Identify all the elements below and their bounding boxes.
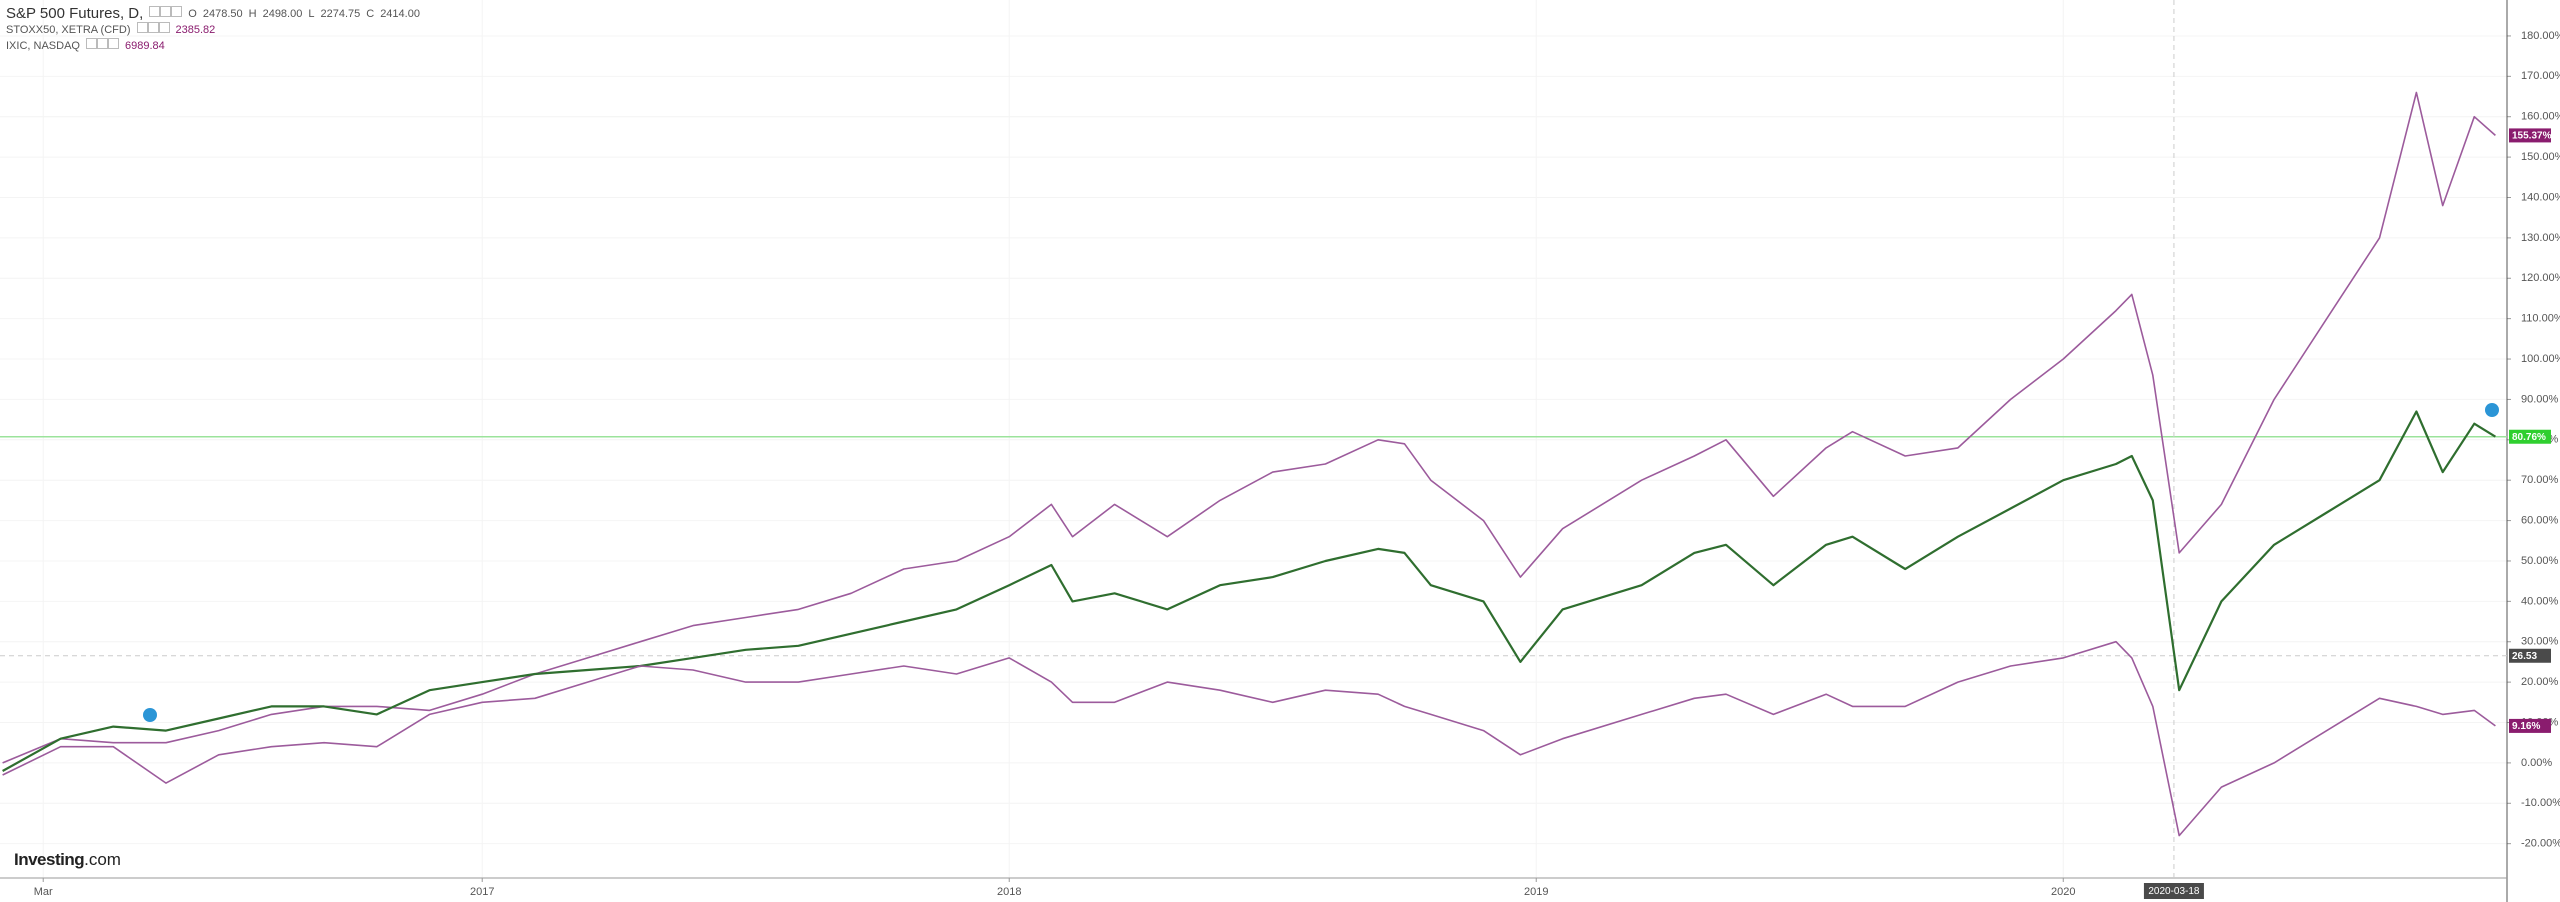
y-tick-label: 180.00% — [2521, 30, 2560, 42]
last-value-tag: 9.16% — [2509, 718, 2551, 733]
watermark-brand: Investing — [14, 850, 85, 869]
legend-field-label: C — [366, 8, 375, 20]
y-tick-label: 120.00% — [2521, 272, 2560, 284]
y-tick-label: 140.00% — [2521, 191, 2560, 203]
legend-controls — [149, 6, 183, 22]
legend-button — [136, 22, 148, 33]
legend-field-value: 2414.00 — [380, 8, 420, 20]
y-tick-label: 60.00% — [2521, 514, 2559, 526]
y-tick-label: 100.00% — [2521, 353, 2560, 365]
x-tick-label: 2018 — [997, 886, 1021, 898]
x-tick-label: 2017 — [470, 886, 494, 898]
legend-controls — [136, 22, 170, 38]
last-value-tag: 80.76% — [2509, 429, 2551, 444]
legend-field-value: 2274.75 — [320, 8, 361, 20]
crosshair-y-tag: 26.53 — [2509, 648, 2551, 663]
y-tick-label: 90.00% — [2521, 393, 2559, 405]
event-marker — [2485, 403, 2499, 417]
legend-field-value: 2478.50 — [202, 8, 243, 20]
legend-button — [160, 6, 172, 17]
last-value-tag-text: 155.37% — [2512, 131, 2552, 142]
crosshair-x-tag: 2020-03-18 — [2143, 883, 2204, 899]
event-marker — [143, 708, 157, 722]
y-tick-label: 0.00% — [2521, 757, 2552, 769]
legend-button — [147, 22, 159, 33]
y-tick-label: 150.00% — [2521, 151, 2560, 163]
legend-field-label: L — [308, 8, 315, 20]
y-tick-label: 110.00% — [2521, 313, 2560, 325]
y-tick-label: 70.00% — [2521, 474, 2559, 486]
last-value-tag-box — [2509, 718, 2551, 733]
legend-button — [107, 38, 119, 49]
watermark: Investing.com — [14, 850, 121, 870]
last-value-tag-box — [2509, 429, 2551, 444]
x-tick-label: Mar — [34, 886, 53, 898]
series-line — [2, 640, 2496, 837]
last-value-tag: 155.37% — [2509, 128, 2552, 143]
legend-field-value: 2498.00 — [262, 8, 303, 20]
legend-button — [85, 38, 97, 49]
legend-name: S&P 500 Futures, D, — [6, 5, 144, 22]
y-tick-label: 130.00% — [2521, 232, 2560, 244]
y-tick-label: 170.00% — [2521, 70, 2560, 82]
crosshair-x-tag-text: 2020-03-18 — [2148, 886, 2200, 897]
legend-name: IXIC, NASDAQ — [6, 40, 80, 52]
legend-name: STOXX50, XETRA (CFD) — [6, 24, 131, 36]
legend-field-label: H — [248, 8, 257, 20]
watermark-suffix: .com — [84, 850, 121, 869]
last-value-tag-text: 80.76% — [2512, 432, 2546, 443]
legend-field-value: 2385.82 — [175, 24, 216, 36]
legend-button — [149, 6, 161, 17]
legend-row: IXIC, NASDAQ 6989.84 — [6, 38, 420, 54]
legend-controls — [85, 38, 119, 54]
x-tick-label: 2019 — [1524, 886, 1548, 898]
y-tick-label: -10.00% — [2521, 797, 2560, 809]
legend-row: STOXX50, XETRA (CFD) 2385.82 — [6, 22, 420, 38]
legend-field-value: 6989.84 — [124, 40, 165, 52]
y-tick-label: 40.00% — [2521, 595, 2559, 607]
crosshair-y-tag-box — [2509, 648, 2551, 663]
last-value-tag-text: 9.16% — [2512, 721, 2540, 732]
y-tick-label: -20.00% — [2521, 838, 2560, 850]
legend-button — [158, 22, 170, 33]
legend-row: S&P 500 Futures, D, O 2478.50 H 2498.00 L 2274… — [6, 6, 420, 22]
y-tick-label: 160.00% — [2521, 111, 2560, 123]
crosshair-x-tag-box — [2143, 883, 2204, 899]
y-tick-label: 20.00% — [2521, 676, 2559, 688]
last-value-tag-box — [2509, 128, 2551, 143]
x-tick-label: 2020 — [2051, 886, 2075, 898]
legend-field-label: O — [188, 8, 197, 20]
legend-button — [96, 38, 108, 49]
series-line — [2, 91, 2496, 764]
crosshair-y-tag-text: 26.53 — [2512, 651, 2537, 662]
legend-button — [171, 6, 183, 17]
legend: S&P 500 Futures, D, O 2478.50 H 2498.00 L 2274… — [6, 6, 420, 54]
y-tick-label: 50.00% — [2521, 555, 2559, 567]
series-line — [2, 410, 2496, 772]
y-tick-label: 30.00% — [2521, 636, 2559, 648]
